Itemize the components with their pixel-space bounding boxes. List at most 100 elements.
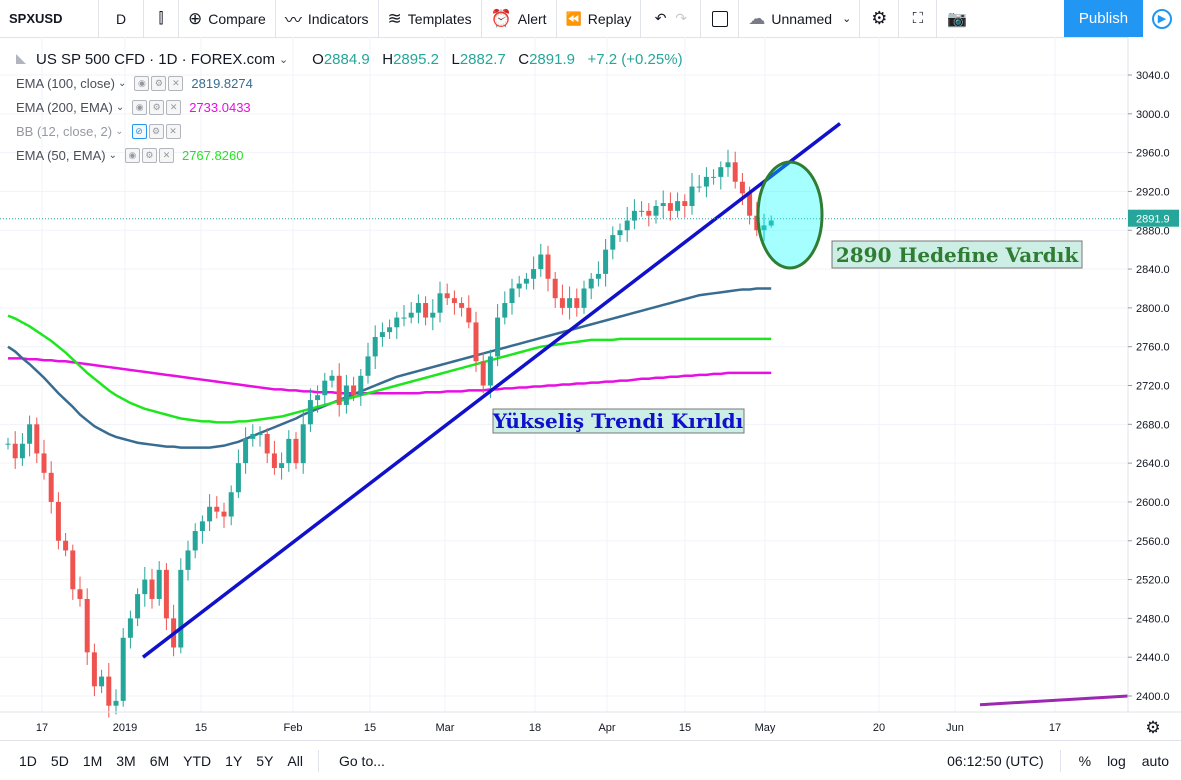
ideas-stream-button[interactable]: ▶ [1143,0,1181,37]
candle-body [732,162,738,182]
range-button-ytd[interactable]: YTD [183,752,212,769]
time-tick-label: 18 [529,722,541,734]
close-icon[interactable]: ✕ [168,75,184,91]
close-icon[interactable]: ✕ [158,147,174,163]
indicator-row-ema100[interactable]: EMA (100, close) ⌄ ◉ ⚙ ✕ 2819.8274 [16,71,683,95]
alert-button[interactable]: ⏰ Alert [482,0,557,37]
chart-type-button[interactable]: ⫿ [144,0,179,37]
price-tick-label: 2640.0 [1136,458,1170,470]
price-tick-label: 2440.0 [1136,652,1170,664]
indicators-button[interactable]: 〰 Indicators [276,0,379,37]
close-value: 2891.9 [529,50,575,68]
cloud-icon: ☁ [748,8,766,28]
time-tick-label: 17 [1049,722,1061,734]
candle-body [660,203,666,206]
candle-body [120,637,126,701]
indicator-row-ema200[interactable]: EMA (200, EMA) ⌄ ◉ ⚙ ✕ 2733.0433 [16,95,683,119]
chevron-down-icon[interactable]: ⌄ [108,149,117,161]
eye-icon[interactable]: ◉ [134,75,150,91]
candle-body [34,424,40,454]
goto-button[interactable]: Go to... [338,752,385,769]
layout-name-label: Unnamed [771,10,833,27]
indicator-icon: 〰 [284,11,302,30]
chevron-down-icon[interactable]: ⌄ [115,125,124,137]
range-button-1y[interactable]: 1Y [225,752,243,769]
replay-button[interactable]: ⏪ Replay [557,0,642,37]
candle-body [185,550,191,570]
price-tick-label: 2720.0 [1136,381,1170,393]
redo-icon[interactable]: ↷ [675,10,687,26]
camera-icon: 📷 [947,10,968,28]
range-button-1d[interactable]: 1D [19,752,37,769]
close-icon[interactable]: ✕ [165,123,181,139]
publish-button[interactable]: Publish [1064,0,1143,37]
candle-body [531,269,537,279]
chevron-down-icon: ⌄ [842,13,852,25]
close-icon[interactable]: ✕ [166,99,182,115]
hidden-eye-icon[interactable]: ⊘ [131,123,147,139]
time-tick-label: Feb [284,722,303,734]
fullscreen-icon: ⛶ [912,10,924,27]
candle-body [667,203,673,211]
clock-label[interactable]: 06:12:50 (UTC) [947,752,1044,769]
candle-body [91,652,97,687]
indicator-tools: ◉ ⚙ ✕ [134,75,185,91]
compare-button[interactable]: ⊕ Compare [179,0,276,37]
candle-body [379,332,385,337]
auto-toggle[interactable]: auto [1141,752,1169,769]
gear-icon[interactable]: ⚙ [149,99,165,115]
fullscreen-button[interactable]: ⛶ [899,0,938,37]
eye-icon[interactable]: ◉ [124,147,140,163]
gear-icon[interactable]: ⚙ [151,75,167,91]
candle-body [27,424,33,444]
symbol-search-button[interactable]: SPXUSD [0,0,99,37]
templates-label: Templates [407,10,472,27]
candle-body [149,579,155,599]
time-tick-label: 15 [195,722,207,734]
undo-icon[interactable]: ↶ [654,10,667,26]
candle-body [300,424,306,464]
percent-toggle[interactable]: % [1078,752,1092,769]
trendline [141,122,842,659]
log-toggle[interactable]: log [1107,752,1126,769]
axes: 3040.0 3000.0 2960.0 2920.0 2880.0 2840.0 2800… [0,37,1181,737]
layout-name-button[interactable]: ☁ Unnamed ⌄ [739,0,861,37]
candle-body [235,463,241,493]
gear-icon[interactable]: ⚙ [148,123,164,139]
price-tick-label: 2680.0 [1136,419,1170,431]
range-button-3m[interactable]: 3M [116,752,136,769]
range-button-1m[interactable]: 1M [82,752,103,769]
indicator-value: 2819.8274 [191,75,253,91]
range-button-5y[interactable]: 5Y [256,752,274,769]
indicator-label: BB (12, close, 2) [16,123,113,139]
collapse-icon[interactable] [16,54,26,64]
price-chart[interactable]: 2890 Hedefine Vardık Yükseliş Trendi Kırı… [0,37,1181,740]
layout-toggle-button[interactable] [701,0,740,37]
settings-button[interactable]: ⚙ [860,0,900,37]
candle-body [5,443,11,445]
gear-icon[interactable]: ⚙ [141,147,157,163]
chevron-down-icon[interactable]: ⌄ [278,53,289,66]
snapshot-button[interactable]: 📷 [937,0,977,37]
gear-icon: ⚙ [1145,718,1160,737]
candle-body [279,463,285,468]
templates-button[interactable]: ≋ Templates [379,0,482,37]
indicator-row-bb[interactable]: BB (12, close, 2) ⌄ ⊘ ⚙ ✕ [16,119,683,143]
candle-body [351,385,357,396]
chevron-down-icon[interactable]: ⌄ [115,101,125,113]
price-axis-bg [1128,37,1181,712]
range-button-all[interactable]: All [287,752,303,769]
range-button-6m[interactable]: 6M [149,752,170,769]
indicator-row-ema50[interactable]: EMA (50, EMA) ⌄ ◉ ⚙ ✕ 2767.8260 [16,143,683,167]
candle-body [199,521,205,532]
range-button-5d[interactable]: 5D [50,752,69,769]
interval-button[interactable]: D [99,0,144,37]
candle-body [163,569,169,619]
bottom-toolbar: 1D 5D 1M 3M 6M YTD 1Y 5Y All Go to... 06:12:50 (… [0,740,1181,780]
chevron-down-icon[interactable]: ⌄ [118,77,127,89]
eye-icon[interactable]: ◉ [132,99,148,115]
indicator-tools: ◉ ⚙ ✕ [132,99,183,115]
price-tick-label: 2600.0 [1136,497,1170,509]
candle-body [271,453,277,468]
candle-body [545,254,551,279]
